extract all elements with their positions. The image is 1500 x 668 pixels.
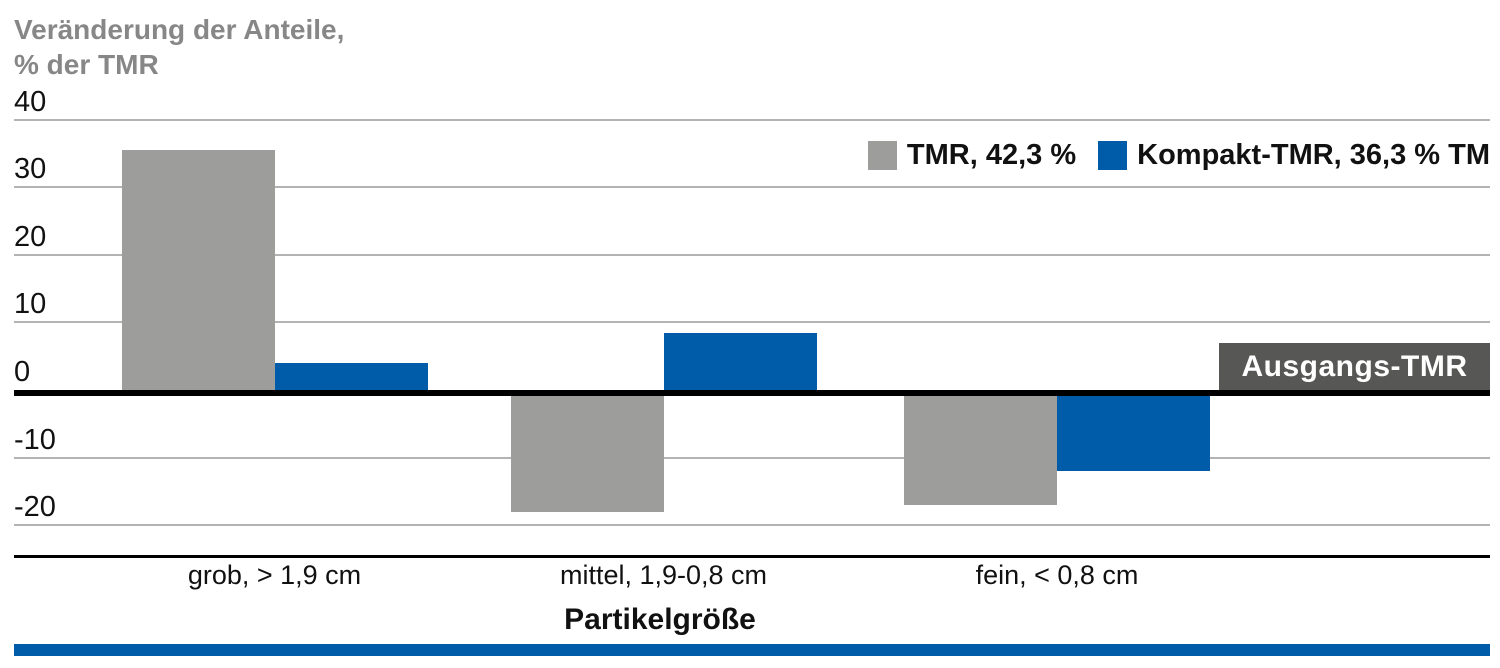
legend-item-kompakt-tmr: Kompakt-TMR, 36,3 % TM: [1098, 139, 1490, 172]
x-category-label-1: mittel, 1,9-0,8 cm: [559, 560, 768, 590]
x-category-label-0: grob, > 1,9 cm: [187, 560, 362, 590]
bar-kompakt-tmr-0: [274, 362, 428, 390]
gridline: [14, 456, 1490, 459]
bar-tmr-2: [904, 390, 1057, 505]
bar-tmr-1: [510, 390, 664, 512]
ausgangs-tmr-annotation: Ausgangs-TMR: [1219, 343, 1490, 390]
chart-title-line2: % der TMR: [14, 49, 159, 80]
x-category-label-2: fein, < 0,8 cm: [975, 560, 1139, 590]
gridline: [14, 118, 1490, 121]
legend: TMR, 42,3 % Kompakt-TMR, 36,3 % TM: [867, 139, 1490, 172]
zero-gridline: [14, 390, 1490, 396]
x-axis-line: [14, 555, 1490, 558]
chart-title: Veränderung der Anteile, % der TMR: [14, 12, 344, 82]
y-tick-label: 20: [14, 220, 47, 253]
y-tick-label: -20: [14, 491, 56, 524]
x-axis-title: Partikelgröße: [564, 603, 756, 636]
bar-kompakt-tmr-2: [1057, 390, 1210, 472]
y-tick-label: 0: [14, 356, 31, 388]
chart-title-line1: Veränderung der Anteile,: [14, 14, 345, 45]
bar-tmr-0: [121, 150, 275, 390]
gridline: [14, 321, 1490, 324]
gridline: [14, 253, 1490, 256]
legend-label-tmr: TMR, 42,3 %: [906, 139, 1077, 171]
y-tick-label: 10: [14, 288, 47, 321]
y-tick-label: 30: [14, 153, 47, 186]
legend-swatch-tmr: [867, 141, 897, 170]
gridline: [14, 524, 1490, 527]
legend-label-kompakt-tmr: Kompakt-TMR, 36,3 % TM: [1137, 139, 1490, 171]
legend-item-tmr: TMR, 42,3 %: [867, 139, 1077, 172]
gridline: [14, 186, 1490, 189]
legend-swatch-kompakt-tmr: [1098, 141, 1128, 170]
bar-kompakt-tmr-1: [663, 332, 817, 390]
y-tick-label: 40: [14, 85, 47, 118]
y-tick-label: -10: [14, 423, 56, 456]
bottom-accent-rule: [14, 644, 1490, 656]
